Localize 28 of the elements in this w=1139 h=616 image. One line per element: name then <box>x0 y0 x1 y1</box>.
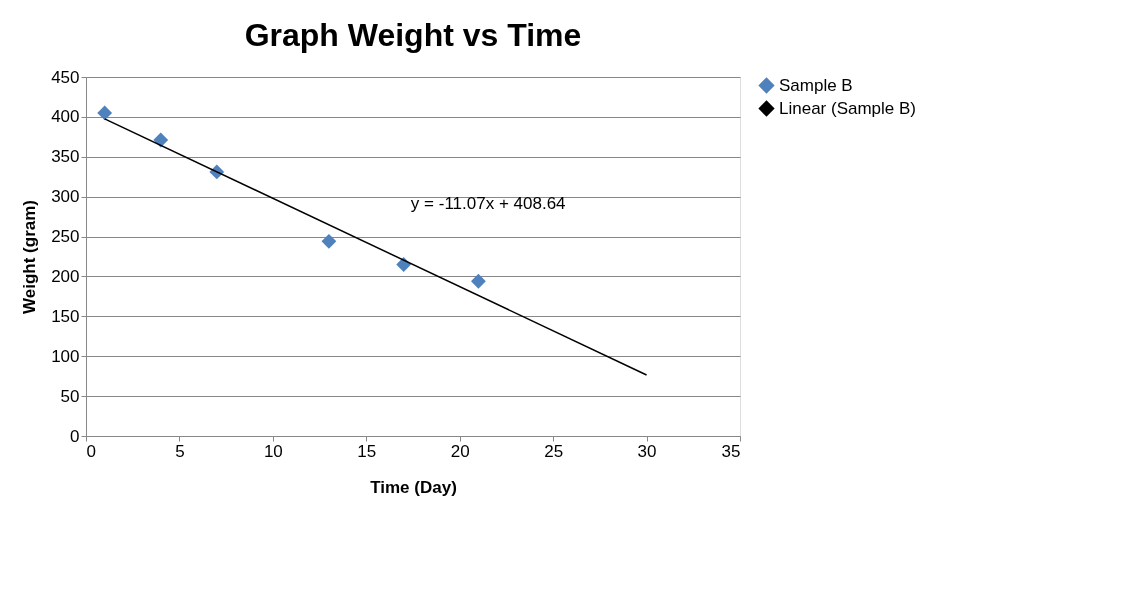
x-tick-label: 15 <box>357 441 377 461</box>
x-tick-label: 5 <box>175 441 185 461</box>
x-tick-label: 10 <box>263 441 283 461</box>
point <box>153 132 169 148</box>
chart-title: Graph Weight vs Time <box>244 17 582 53</box>
point <box>97 105 113 121</box>
y-tick-label: 400 <box>51 107 80 127</box>
x-tick-label: 0 <box>86 441 96 461</box>
y-tick-label: 0 <box>70 426 80 446</box>
x-tick-label: 30 <box>637 441 657 461</box>
annotation: y = -11.07x + 408.64 <box>410 194 566 214</box>
x-axis-title: Time (Day) <box>370 477 457 497</box>
y-tick-label: 150 <box>51 306 80 326</box>
y-tick-label: 250 <box>51 227 80 247</box>
point <box>470 273 486 289</box>
y-tick-label: 200 <box>51 266 80 286</box>
y-tick-label: 100 <box>51 346 80 366</box>
x-tick-label: 35 <box>721 441 741 461</box>
legend-label: Sample B <box>779 75 853 95</box>
legend-label: Linear (Sample B) <box>779 98 917 118</box>
x-tick-label: 25 <box>544 441 564 461</box>
y-tick-label: 300 <box>51 187 80 207</box>
y-tick-label: 450 <box>51 67 80 87</box>
y-tick-label: 350 <box>51 147 80 167</box>
x-tick-label: 20 <box>450 441 470 461</box>
y-tick-label: 50 <box>60 386 80 406</box>
point <box>321 233 337 249</box>
y-axis-title: Weight (gram) <box>20 200 40 314</box>
